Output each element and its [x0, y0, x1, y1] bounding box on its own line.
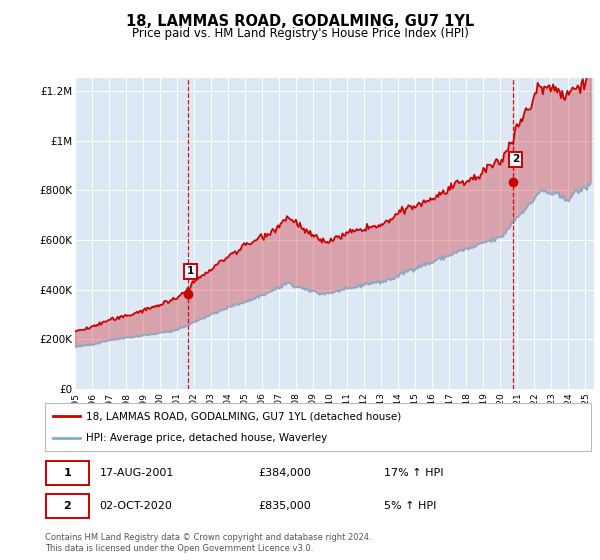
Text: 17% ↑ HPI: 17% ↑ HPI [383, 468, 443, 478]
Text: £384,000: £384,000 [258, 468, 311, 478]
Text: Contains HM Land Registry data © Crown copyright and database right 2024.
This d: Contains HM Land Registry data © Crown c… [45, 533, 371, 553]
Text: 1: 1 [187, 267, 194, 276]
Text: 18, LAMMAS ROAD, GODALMING, GU7 1YL: 18, LAMMAS ROAD, GODALMING, GU7 1YL [126, 14, 474, 29]
Text: 2: 2 [64, 501, 71, 511]
Text: Price paid vs. HM Land Registry's House Price Index (HPI): Price paid vs. HM Land Registry's House … [131, 27, 469, 40]
Text: 1: 1 [64, 468, 71, 478]
Text: 02-OCT-2020: 02-OCT-2020 [100, 501, 172, 511]
FancyBboxPatch shape [46, 461, 89, 485]
Text: £835,000: £835,000 [258, 501, 311, 511]
Text: 18, LAMMAS ROAD, GODALMING, GU7 1YL (detached house): 18, LAMMAS ROAD, GODALMING, GU7 1YL (det… [86, 411, 401, 421]
Text: HPI: Average price, detached house, Waverley: HPI: Average price, detached house, Wave… [86, 433, 327, 443]
Text: 2: 2 [512, 154, 520, 164]
FancyBboxPatch shape [46, 494, 89, 517]
Text: 5% ↑ HPI: 5% ↑ HPI [383, 501, 436, 511]
Text: 17-AUG-2001: 17-AUG-2001 [100, 468, 174, 478]
